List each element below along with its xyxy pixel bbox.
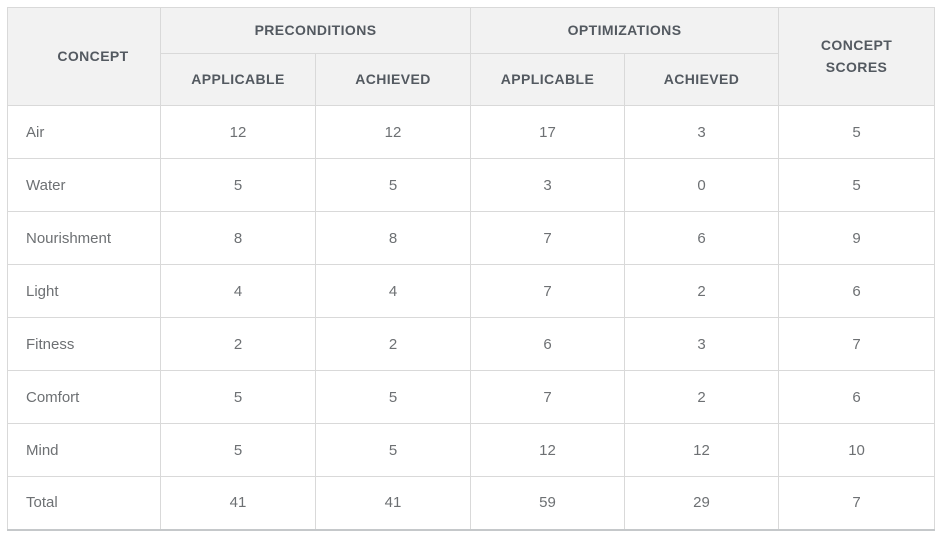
cell-preconditions-applicable: 2: [160, 317, 316, 371]
cell-optimizations-achieved: 3: [624, 317, 780, 371]
header-sub-row: APPLICABLE ACHIEVED APPLICABLE ACHIEVED: [8, 53, 935, 106]
cell-concept-score: 7: [778, 317, 936, 371]
cell-preconditions-achieved: 5: [314, 423, 472, 477]
cell-preconditions-achieved: 5: [314, 370, 472, 424]
cell-preconditions-applicable: 5: [160, 158, 316, 212]
cell-optimizations-applicable: 7: [470, 264, 626, 318]
table-row: Air 12 12 17 3 5: [7, 105, 936, 159]
cell-optimizations-achieved: 0: [624, 158, 780, 212]
table-body: Air 12 12 17 3 5 Water 5 5 3 0 5 Nourish…: [7, 105, 936, 530]
header-group-row: CONCEPT PRECONDITIONS OPTIMIZATIONS CONC…: [7, 7, 936, 106]
table-row: Mind 5 5 12 12 10: [7, 423, 936, 477]
col-header-optimizations-applicable: APPLICABLE: [470, 53, 626, 106]
cell-preconditions-applicable: 8: [160, 211, 316, 265]
cell-optimizations-applicable: 7: [470, 211, 626, 265]
cell-concept: Water: [7, 158, 161, 212]
cell-concept: Light: [7, 264, 161, 318]
cell-optimizations-applicable: 3: [470, 158, 626, 212]
cell-preconditions-applicable: 41: [160, 476, 316, 530]
cell-preconditions-achieved: 41: [314, 476, 472, 530]
cell-optimizations-achieved: 12: [624, 423, 780, 477]
cell-concept: Nourishment: [7, 211, 161, 265]
cell-concept: Fitness: [7, 317, 161, 371]
table-header: CONCEPT PRECONDITIONS OPTIMIZATIONS CONC…: [7, 7, 936, 106]
cell-concept: Comfort: [7, 370, 161, 424]
cell-preconditions-applicable: 4: [160, 264, 316, 318]
cell-optimizations-achieved: 29: [624, 476, 780, 530]
cell-concept: Total: [7, 476, 161, 530]
cell-concept-score: 10: [778, 423, 936, 477]
col-header-preconditions-achieved: ACHIEVED: [314, 53, 472, 106]
cell-optimizations-achieved: 2: [624, 370, 780, 424]
col-group-optimizations: OPTIMIZATIONS: [470, 7, 780, 54]
col-group-preconditions: PRECONDITIONS: [159, 7, 472, 54]
table-row: Water 5 5 3 0 5: [7, 158, 936, 212]
concept-scores-table: CONCEPT PRECONDITIONS OPTIMIZATIONS CONC…: [7, 7, 936, 531]
cell-preconditions-achieved: 12: [314, 105, 472, 159]
cell-preconditions-applicable: 5: [160, 423, 316, 477]
cell-concept: Air: [7, 105, 161, 159]
cell-optimizations-achieved: 6: [624, 211, 780, 265]
table-row: Nourishment 8 8 7 6 9: [7, 211, 936, 265]
cell-preconditions-achieved: 2: [314, 317, 472, 371]
cell-preconditions-achieved: 4: [314, 264, 472, 318]
cell-concept-score: 9: [778, 211, 936, 265]
cell-concept-score: 7: [778, 476, 936, 530]
cell-optimizations-applicable: 17: [470, 105, 626, 159]
cell-concept-score: 6: [778, 264, 936, 318]
table-row: Fitness 2 2 6 3 7: [7, 317, 936, 371]
cell-optimizations-achieved: 3: [624, 105, 780, 159]
cell-preconditions-achieved: 8: [314, 211, 472, 265]
cell-preconditions-applicable: 12: [160, 105, 316, 159]
table-row: Comfort 5 5 7 2 6: [7, 370, 936, 424]
concept-scores-label: CONCEPT SCORES: [820, 36, 893, 75]
cell-preconditions-applicable: 5: [160, 370, 316, 424]
cell-concept-score: 5: [778, 105, 936, 159]
col-header-optimizations-achieved: ACHIEVED: [624, 53, 780, 106]
cell-optimizations-applicable: 12: [470, 423, 626, 477]
cell-optimizations-applicable: 59: [470, 476, 626, 530]
cell-preconditions-achieved: 5: [314, 158, 472, 212]
cell-optimizations-applicable: 7: [470, 370, 626, 424]
table-row: Light 4 4 7 2 6: [7, 264, 936, 318]
col-header-concept: CONCEPT: [7, 7, 161, 106]
cell-optimizations-achieved: 2: [624, 264, 780, 318]
col-header-preconditions-applicable: APPLICABLE: [160, 53, 316, 106]
cell-concept-score: 6: [778, 370, 936, 424]
cell-concept: Mind: [7, 423, 161, 477]
cell-concept-score: 5: [778, 158, 936, 212]
table-row: Total 41 41 59 29 7: [7, 476, 936, 530]
cell-optimizations-applicable: 6: [470, 317, 626, 371]
col-header-concept-scores: CONCEPT SCORES: [778, 7, 936, 106]
